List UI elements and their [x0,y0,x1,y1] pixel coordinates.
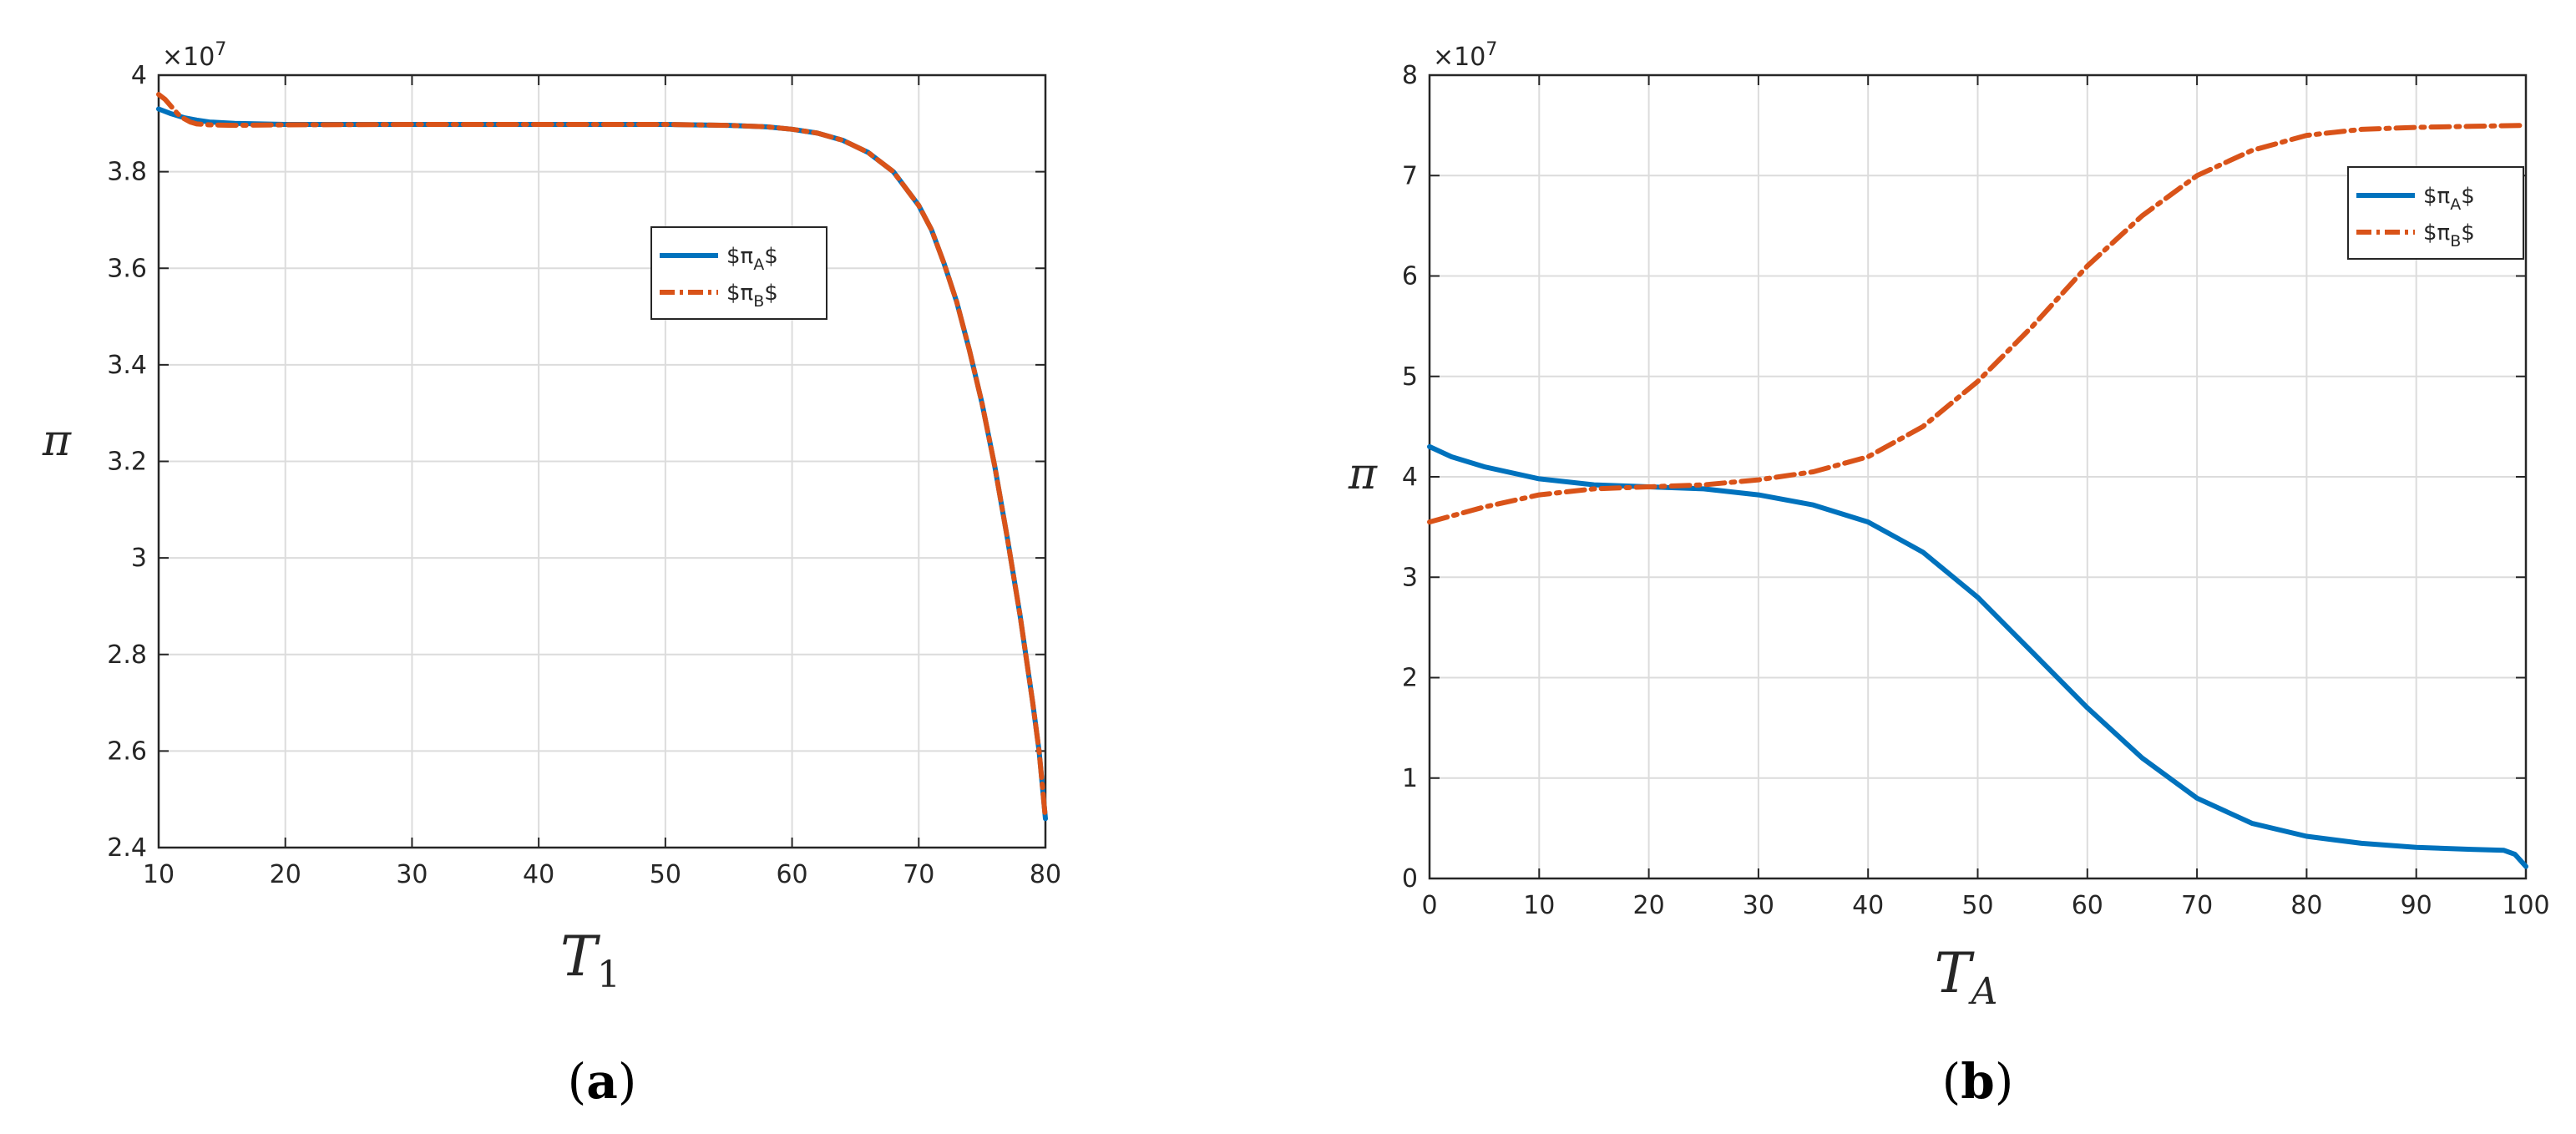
y-tick-label: 2.6 [107,737,147,766]
y-tick-label: 3.2 [107,448,147,477]
y-tick-label: 4 [1402,463,1418,492]
subfigure-caption: (b) [1942,1053,2014,1110]
legend-box [2347,166,2524,260]
chart-b: 0 10 20 30 40 50 60 70 80 90 100 0 1 2 3 4 5 6 7 8 ×107 $πA$ $… [1348,39,2550,1110]
legend-label: $πA$ [2423,184,2475,214]
y-tick-label: 7 [1402,161,1418,190]
x-tick-label: 30 [396,860,428,889]
legend-box [650,226,827,320]
y-tick-label: 4 [131,61,147,90]
y-tick-label: 3.6 [107,254,147,283]
x-tick-label: 20 [270,860,301,889]
x-tick-label: 40 [1852,891,1884,920]
y-tick-label: 6 [1402,262,1418,291]
x-tick-label: 70 [2181,891,2213,920]
y-tick-label: 2 [1402,664,1418,693]
y-tick-label: 5 [1402,362,1418,392]
x-tick-label: 100 [2502,891,2549,920]
y-tick-label: 2.8 [107,640,147,670]
y-tick-label: 3 [1402,563,1418,592]
x-tick-label: 30 [1743,891,1774,920]
series-line-b [156,92,1048,822]
x-tick-label: 20 [1633,891,1665,920]
x-tick-label: 40 [523,860,554,889]
y-axis-label: π [1348,449,1378,499]
x-tick-label: 50 [650,860,681,889]
series-line-b [1427,123,2528,525]
x-axis-label: TA [1935,941,1998,1013]
x-tick-label: 60 [2072,891,2103,920]
legend-label: $πA$ [726,244,778,274]
legend-label: $πB$ [2423,220,2475,251]
chart-a: 10 20 30 40 50 60 70 80 2.4 2.6 2.8 3 3.2 3.4 3.6 3.8 4 ×… [42,39,1061,1110]
y-tick-label: 8 [1402,61,1418,90]
y-tick-label: 3.8 [107,158,147,187]
y-tick-label: 2.4 [107,833,147,863]
x-tick-label: 60 [776,860,807,889]
x-tick-label: 10 [1523,891,1555,920]
x-tick-label: 0 [1421,891,1437,920]
x-tick-label: 50 [1961,891,1993,920]
y-exponent-label: ×107 [162,39,226,72]
x-tick-label: 90 [2401,891,2432,920]
x-tick-label: 10 [143,860,175,889]
legend-label: $πB$ [726,281,778,311]
y-tick-label: 3.4 [107,351,147,380]
y-tick-label: 1 [1402,764,1418,793]
y-tick-label: 3 [131,544,147,573]
subfigure-caption: (a) [568,1053,637,1110]
y-tick-label: 0 [1402,864,1418,894]
x-tick-label: 80 [1030,860,1061,889]
y-axis-label: π [42,416,72,466]
x-axis-label: T1 [560,924,620,996]
series-line-a [1427,443,2528,869]
x-tick-label: 70 [903,860,934,889]
y-exponent-label: ×107 [1433,39,1497,72]
x-tick-label: 80 [2290,891,2322,920]
